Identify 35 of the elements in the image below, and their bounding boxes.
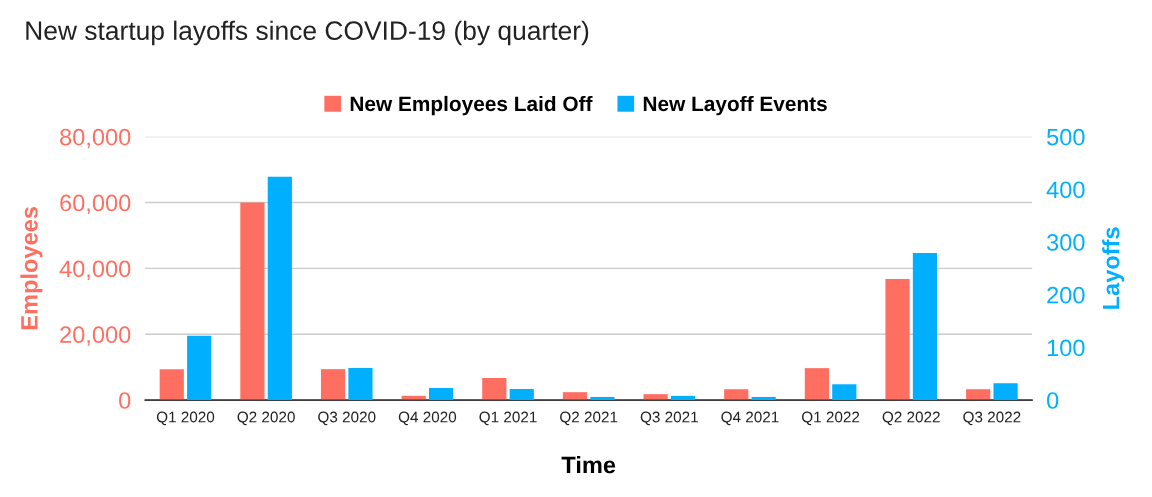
legend-label: New Employees Laid Off [350, 95, 593, 116]
y2-tick-label: 400 [1046, 181, 1085, 199]
y2-tick-label: 200 [1047, 286, 1085, 304]
bar [159, 369, 184, 401]
y2-axis-title: Layoffs [1102, 227, 1125, 309]
x-tick-label: Q3 2022 [963, 411, 1021, 426]
chart-title: New startup layoffs since COVID-19 (by quarter) [26, 20, 589, 46]
bar [724, 389, 749, 401]
bar [429, 387, 454, 401]
y-tick-label: 40,000 [59, 260, 131, 280]
y2-tick-label: 300 [1046, 234, 1085, 251]
x-tick-label: Q2 2020 [237, 411, 295, 426]
y2-tick-label: 500 [1047, 128, 1085, 146]
y-tick-label: 60,000 [60, 194, 131, 215]
x-tick-label: Q4 2021 [721, 411, 779, 426]
x-tick-label: Q3 2020 [318, 411, 376, 426]
x-tick-label: Q3 2021 [640, 411, 698, 426]
x-tick-label: Q1 2020 [156, 411, 215, 426]
x-tick-label: Q2 2022 [882, 411, 940, 426]
y2-tick-label: 100 [1047, 339, 1085, 357]
legend-label: New Layoff Events [643, 95, 827, 116]
bar [832, 384, 857, 401]
x-tick-label: Q4 2020 [398, 411, 457, 426]
bar [187, 335, 212, 401]
x-tick-label: Q2 2021 [560, 411, 618, 426]
y2-tick-label: 0 [1047, 392, 1059, 409]
bar [804, 368, 829, 401]
x-tick-label: Q1 2022 [802, 411, 860, 426]
bar [482, 378, 507, 401]
y-tick-label: 80,000 [60, 128, 131, 149]
y-tick-label: 0 [119, 392, 131, 409]
x-axis-title: Time [561, 455, 616, 474]
y-axis-title: Employees [20, 207, 43, 330]
x-tick-label: Q1 2021 [479, 411, 537, 426]
y-tick-label: 20,000 [60, 326, 131, 346]
